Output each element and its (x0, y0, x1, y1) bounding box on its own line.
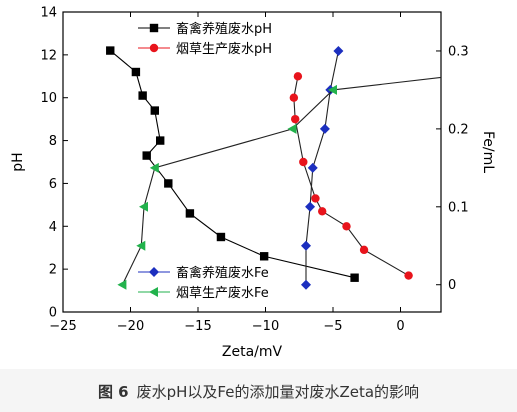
legend-label: 畜禽养殖废水Fe (176, 265, 269, 281)
data-point (342, 222, 351, 231)
legend-entry: 畜禽养殖废水Fe (138, 265, 269, 281)
data-point (142, 151, 151, 160)
legend-entry: 烟草生产废水Fe (138, 285, 269, 301)
y-tick-label: 14 (40, 6, 57, 21)
series-layer (106, 45, 441, 290)
y2-axis-label: Fe/mL (480, 131, 496, 173)
y2-tick-label: 0.2 (448, 122, 469, 137)
x-tick-label: −10 (252, 319, 279, 334)
plot-frame (62, 11, 442, 313)
x-tick-label: −20 (117, 319, 144, 334)
data-point (289, 93, 299, 102)
series-4 (117, 76, 441, 290)
data-point (185, 209, 195, 218)
data-point (293, 72, 303, 81)
series-line (293, 76, 409, 277)
data-point (164, 179, 173, 188)
y-tick-label: 2 (49, 263, 57, 278)
data-point (299, 157, 308, 167)
series-3 (301, 45, 344, 290)
x-tick-label: −25 (49, 319, 76, 334)
x-axis-label: Zeta/mV (222, 344, 283, 360)
y-tick-label: 6 (49, 177, 57, 192)
data-point (136, 240, 146, 251)
legend-marker (149, 267, 159, 277)
legend-label: 烟草生产废水pH (176, 41, 272, 57)
legend-entry: 畜禽养殖废水pH (138, 21, 272, 37)
x-tick-label: 0 (396, 319, 404, 334)
data-point (333, 45, 344, 56)
data-point (311, 194, 320, 203)
data-point (291, 114, 300, 124)
y-tick-label: 4 (49, 220, 57, 235)
y2-tick-label: 0.3 (448, 44, 469, 59)
legend-label: 畜禽养殖废水pH (176, 21, 272, 37)
data-point (350, 273, 359, 282)
y2-tick-label: 0.1 (448, 200, 469, 215)
data-point (328, 84, 337, 95)
legend-label: 烟草生产废水Fe (176, 285, 269, 301)
data-point (138, 91, 147, 100)
data-point (318, 207, 327, 216)
data-point (307, 162, 318, 173)
data-point (131, 67, 141, 77)
x-tick-label: −5 (323, 319, 342, 334)
data-point (216, 232, 226, 242)
x-tick-label: −15 (184, 319, 211, 334)
data-point (150, 106, 159, 115)
y-tick-label: 12 (40, 48, 57, 63)
data-point (117, 279, 127, 290)
data-point (301, 279, 311, 290)
data-point (139, 201, 148, 212)
legend-marker (149, 287, 158, 297)
figure-caption: 图 6 废水pH以及Fe的添加量对废水Zeta的影响 (0, 381, 517, 402)
legend-marker (149, 43, 159, 53)
figure-caption-text: 废水pH以及Fe的添加量对废水Zeta的影响 (136, 383, 420, 401)
figure-number: 图 6 (97, 383, 129, 401)
axes-layer: −25 −20 −15 −10 −5 0 0 2 4 6 8 10 12 14 0 0.1 0.2 0.3 (40, 6, 468, 335)
y-tick-label: 10 (40, 91, 57, 106)
caption-bar: 图 6 废水pH以及Fe的添加量对废水Zeta的影响 (0, 369, 517, 412)
y-axis-label: pH (10, 152, 26, 171)
data-point (156, 136, 165, 145)
data-point (404, 271, 413, 280)
legend-layer: 畜禽养殖废水pH 烟草生产废水pH 畜禽养殖废水Fe 烟草生产废水Fe (138, 21, 272, 301)
data-point (359, 245, 369, 255)
series-1 (106, 46, 359, 282)
series-line (109, 50, 355, 279)
data-point (259, 252, 269, 261)
data-point (305, 201, 316, 212)
data-point (287, 123, 297, 134)
data-point (149, 162, 159, 173)
legend-marker (149, 23, 159, 33)
y2-tick-label: 0 (448, 278, 456, 293)
y-tick-label: 0 (49, 306, 57, 321)
series-2 (289, 72, 413, 280)
data-point (106, 46, 115, 55)
legend-entry: 烟草生产废水pH (138, 41, 272, 57)
y-tick-label: 8 (49, 134, 57, 149)
data-point (319, 123, 330, 134)
chart-figure: −25 −20 −15 −10 −5 0 0 2 4 6 8 10 12 14 0 0.1 0.2 0.3 畜禽养… (10, 6, 496, 361)
data-point (301, 240, 311, 251)
